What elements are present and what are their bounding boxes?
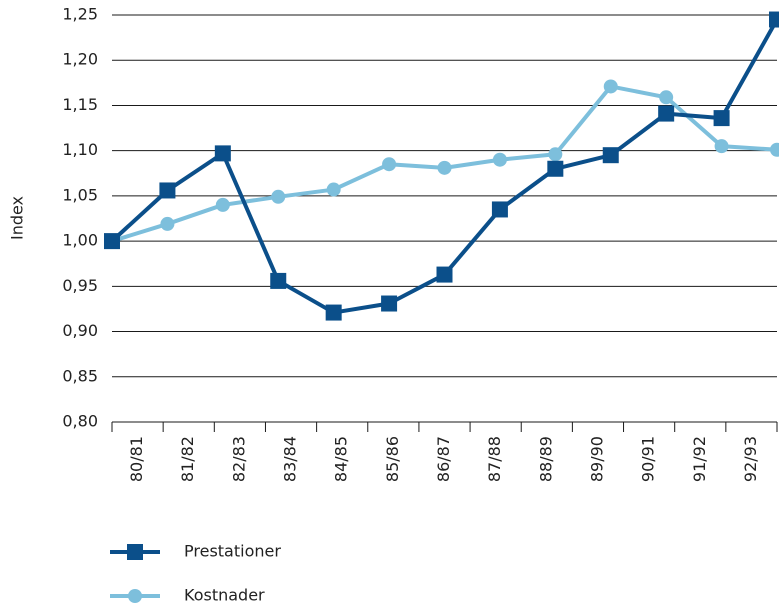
marker — [713, 110, 730, 127]
marker — [492, 152, 507, 167]
y-tick-label: 0,90 — [62, 321, 98, 340]
x-tick-label: 80/81 — [127, 436, 146, 482]
y-tick-label: 0,80 — [62, 412, 98, 431]
marker — [658, 105, 675, 122]
marker — [381, 295, 398, 312]
x-tick-label: 84/85 — [332, 436, 351, 482]
marker — [603, 79, 618, 94]
y-tick-label: 1,20 — [62, 50, 98, 69]
x-tick-label: 89/90 — [587, 436, 606, 482]
x-tick-label: 83/84 — [281, 436, 300, 482]
marker — [436, 266, 453, 283]
marker — [769, 11, 779, 28]
x-tick-label: 81/82 — [178, 436, 197, 482]
marker — [214, 145, 231, 162]
marker — [382, 157, 397, 172]
marker — [659, 90, 674, 105]
marker — [159, 182, 176, 199]
y-tick-label: 1,00 — [62, 231, 98, 250]
marker — [602, 147, 619, 164]
marker — [270, 272, 287, 289]
x-tick-label: 88/89 — [536, 436, 555, 482]
x-tick-label: 90/91 — [639, 436, 658, 482]
y-tick-label: 1,10 — [62, 140, 98, 159]
y-tick-label: 1,25 — [62, 5, 98, 24]
marker — [547, 160, 564, 177]
y-tick-label: 0,85 — [62, 366, 98, 385]
marker — [215, 197, 230, 212]
legend-label: Kostnader — [184, 586, 265, 605]
marker — [714, 139, 729, 154]
marker — [104, 233, 120, 250]
x-tick-label: 85/86 — [383, 436, 402, 482]
marker — [271, 189, 286, 204]
marker — [437, 160, 452, 175]
y-tick-label: 0,95 — [62, 276, 98, 295]
y-tick-label: 1,05 — [62, 185, 98, 204]
marker — [491, 201, 508, 218]
x-tick-label: 92/93 — [741, 436, 760, 482]
legend-marker — [128, 589, 142, 603]
y-axis-label: Index — [8, 196, 27, 240]
x-tick-label: 86/87 — [434, 436, 453, 482]
x-tick-label: 87/88 — [485, 436, 504, 482]
marker — [770, 142, 779, 157]
y-tick-label: 1,15 — [62, 95, 98, 114]
x-tick-label: 82/83 — [229, 436, 248, 482]
legend-marker — [127, 544, 143, 560]
marker — [326, 182, 341, 197]
marker — [548, 147, 563, 162]
marker — [325, 304, 342, 321]
marker — [160, 216, 175, 231]
legend-label: Prestationer — [184, 542, 281, 561]
x-tick-label: 91/92 — [690, 436, 709, 482]
